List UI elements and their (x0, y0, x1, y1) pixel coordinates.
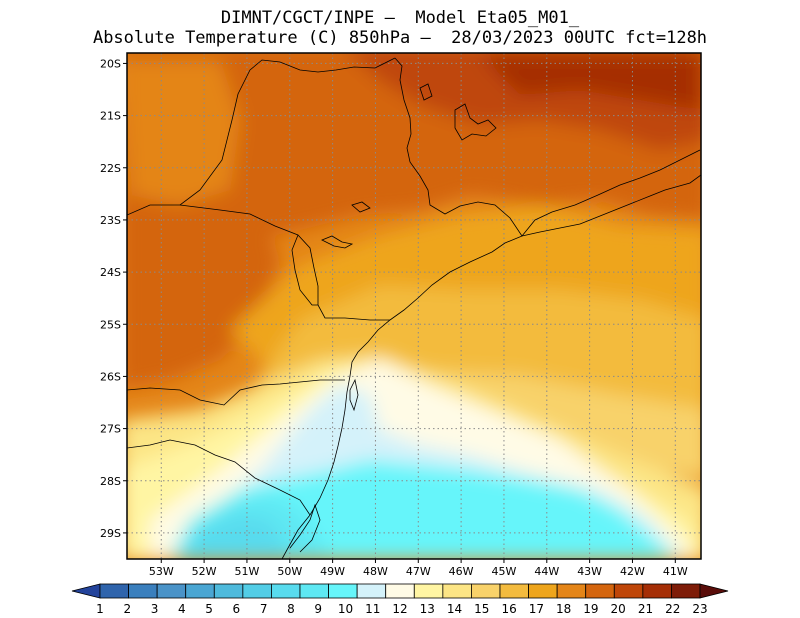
colorbar-swatch (613, 583, 644, 599)
colorbar-swatch (442, 583, 472, 599)
state-border-sc-rs (127, 439, 311, 516)
colorbar-swatch (185, 583, 215, 599)
state-border-mg-rj (521, 149, 701, 237)
temperature-field (127, 53, 701, 559)
colorbar: 1 2 3 4 5 6 7 8 9 10 11 12 13 14 15 16 17 18 19 20 21 22 23 (71, 583, 729, 616)
coastline (281, 174, 701, 559)
colorbar-label: 7 (260, 602, 268, 616)
colorbar-label: 20 (611, 602, 626, 616)
colorbar-label: 21 (638, 602, 653, 616)
state-border-pr-sc (127, 379, 345, 406)
state-border-ms-sp (127, 57, 396, 216)
lagoon-patos (289, 503, 321, 553)
colorbar-label: 10 (338, 602, 353, 616)
colorbar-swatch (642, 583, 672, 599)
lon-label: 41W (663, 565, 688, 578)
lat-label: 29S (100, 527, 121, 540)
lat-label: 20S (100, 57, 121, 70)
lat-label: 28S (100, 475, 121, 488)
lon-label: 43W (577, 565, 602, 578)
colorbar-label: 4 (178, 602, 186, 616)
state-border-pr-sp (291, 234, 318, 306)
colorbar-swatch (528, 583, 558, 599)
reservoir-sp (321, 235, 354, 249)
lon-label: 53W (149, 565, 174, 578)
colorbar-label: 5 (205, 602, 213, 616)
colorbar-label: 16 (501, 602, 516, 616)
colorbar-swatch (156, 583, 187, 599)
lon-label: 42W (620, 565, 645, 578)
reservoir-pr (351, 201, 371, 213)
region-cyan-core (180, 515, 290, 559)
region-southwest-hot (127, 200, 280, 389)
region-northwest-tongue (127, 60, 240, 205)
colorbar-swatch (671, 583, 701, 599)
colorbar-swatch (328, 583, 358, 599)
colorbar-swatch (356, 583, 387, 599)
map-frame (126, 52, 702, 560)
colorbar-swatch (585, 583, 615, 599)
colorbar-label: 3 (151, 602, 159, 616)
lat-label: 25S (100, 318, 121, 331)
chart-title-line-1: DIMNT/CGCT/INPE – Model Eta05_M01_ (220, 8, 580, 28)
colorbar-swatch (499, 583, 529, 599)
lon-label: 51W (235, 565, 260, 578)
colorbar-label: 11 (365, 602, 380, 616)
colorbar-swatch (471, 583, 501, 599)
colorbar-label: 13 (420, 602, 435, 616)
colorbar-label: 18 (556, 602, 571, 616)
colorbar-arrow-low (71, 583, 101, 599)
region-darkest-core (480, 55, 700, 110)
colorbar-label: 14 (447, 602, 462, 616)
colorbar-label: 17 (529, 602, 544, 616)
lon-label: 44W (534, 565, 559, 578)
colorbar-swatch (299, 583, 329, 599)
lon-label: 50W (277, 565, 302, 578)
lon-label: 47W (406, 565, 431, 578)
lat-label: 26S (100, 370, 121, 383)
lon-label: 48W (363, 565, 388, 578)
lat-label: 22S (100, 162, 121, 175)
colorbar-label: 2 (123, 602, 131, 616)
island-floripa (349, 378, 359, 412)
colorbar-swatch (385, 583, 415, 599)
graticule (127, 53, 701, 559)
lat-label: 24S (100, 266, 121, 279)
coastline-and-borders (127, 57, 701, 559)
colorbar-label: 19 (583, 602, 598, 616)
map-axes: 20S 21S 22S 23S 24S 25S 26S 27S 28S 29S 53W 52W 51W 5… (100, 57, 688, 578)
lat-label: 27S (100, 423, 121, 436)
state-border-sp-rj (394, 57, 523, 237)
colorbar-label: 12 (392, 602, 407, 616)
reservoir-mg (454, 103, 497, 141)
chart-title-line-2: Absolute Temperature (C) 850hPa – 28/03/… (92, 28, 708, 48)
state-border-sp-mg (179, 204, 390, 321)
colorbar-swatch (556, 583, 587, 599)
colorbar-arrow-high (699, 583, 729, 599)
colorbar-swatch (413, 583, 444, 599)
colorbar-label: 6 (233, 602, 241, 616)
colorbar-label: 15 (474, 602, 489, 616)
colorbar-label: 23 (692, 602, 707, 616)
lon-label: 45W (492, 565, 517, 578)
colorbar-swatch (242, 583, 272, 599)
colorbar-swatch (99, 583, 129, 599)
lon-label: 46W (449, 565, 474, 578)
colorbar-swatch (128, 583, 158, 599)
lon-label: 49W (320, 565, 345, 578)
colorbar-swatch (271, 583, 301, 599)
colorbar-label: 9 (314, 602, 322, 616)
region-east-warm-mid (420, 370, 701, 479)
colorbar-swatch (213, 583, 244, 599)
lat-label: 23S (100, 214, 121, 227)
lat-label: 21S (100, 110, 121, 123)
colorbar-label: 22 (665, 602, 680, 616)
lon-label: 52W (192, 565, 217, 578)
reservoir-mg-2 (419, 83, 433, 101)
colorbar-label: 8 (287, 602, 295, 616)
colorbar-label: 1 (96, 602, 104, 616)
